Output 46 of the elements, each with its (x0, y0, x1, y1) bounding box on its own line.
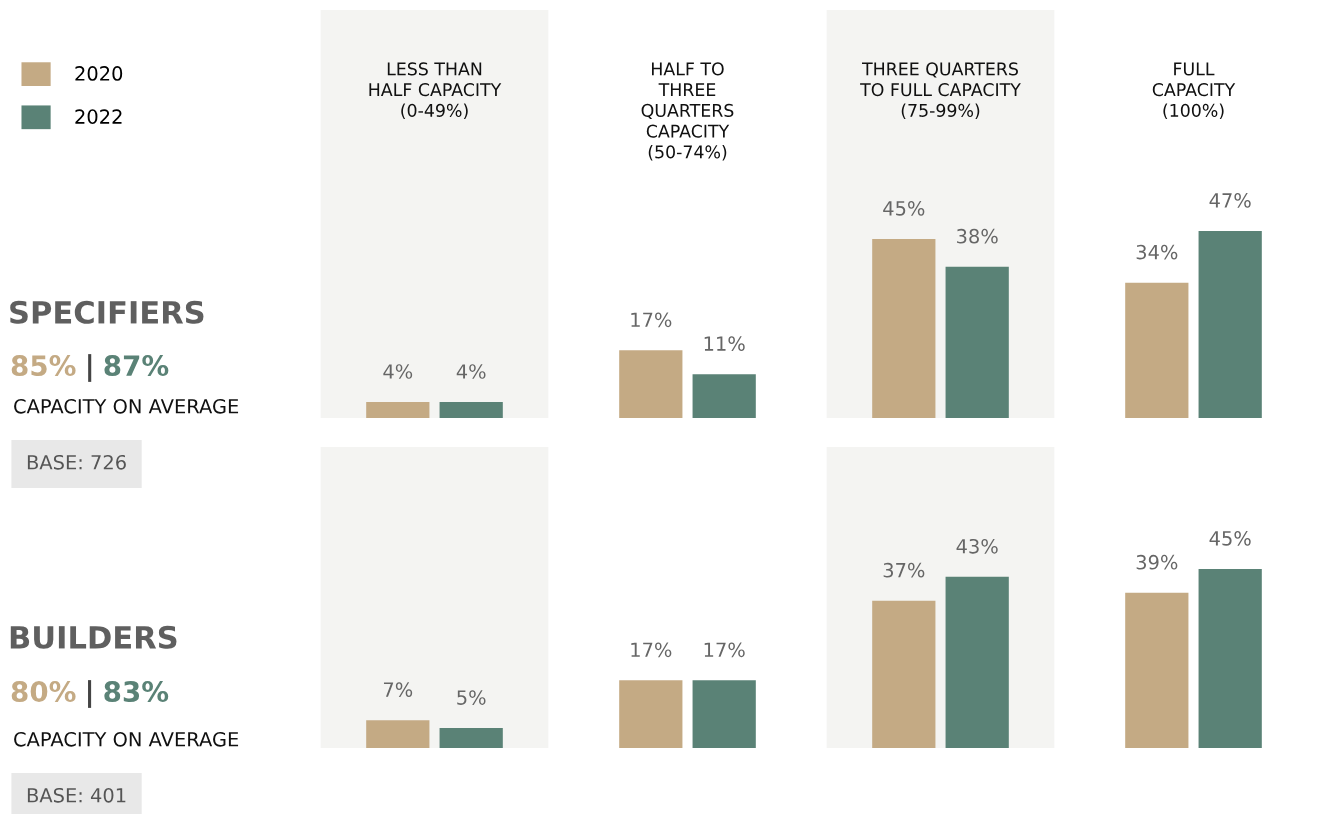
x-tick-label: THREE QUARTERS TO FULL CAPACITY (75-99%) (860, 62, 1021, 119)
text: SPECIFIERS (10, 300, 204, 324)
x-tick-label: HALF TO THREE QUARTERS CAPACITY (50-74%) (641, 62, 734, 161)
data-label: 47% (1209, 193, 1251, 208)
bar (692, 374, 756, 418)
bar (1198, 568, 1262, 748)
bar (872, 600, 936, 748)
bar (619, 350, 683, 418)
text: BASE: 726 (27, 454, 126, 470)
data-label: 34% (1136, 244, 1178, 260)
data-label: 45% (883, 200, 925, 216)
legend-label: 2022 (75, 109, 122, 124)
data-label: 17% (631, 312, 672, 328)
data-label: 38% (957, 228, 998, 244)
x-tick-label: LESS THAN HALF CAPACITY (0-49%) (369, 62, 502, 119)
data-label: 37% (883, 562, 925, 578)
bar (439, 402, 503, 418)
text: BUILDERS (10, 625, 177, 649)
data-label: 11% (704, 336, 745, 352)
bar (945, 576, 1009, 748)
data-label: 4% (456, 364, 486, 379)
bar (1125, 592, 1189, 748)
text: 80% | 83% (11, 680, 169, 708)
text: CAPACITY ON AVERAGE (14, 398, 239, 414)
bar (366, 720, 430, 748)
data-label: 4% (383, 364, 413, 379)
data-label: 45% (1209, 530, 1251, 546)
legend-label: 2020 (75, 66, 123, 81)
data-label: 7% (383, 682, 413, 697)
x-tick-label: FULL CAPACITY (100%) (1152, 62, 1236, 119)
data-label: 5% (457, 690, 486, 705)
bar (872, 238, 936, 418)
text: CAPACITY ON AVERAGE (14, 731, 239, 747)
text: 85% | 87% (11, 354, 169, 382)
data-label: 17% (631, 642, 672, 658)
data-label: 39% (1136, 554, 1178, 570)
bar (439, 728, 503, 748)
bar (366, 402, 430, 418)
bar (945, 266, 1009, 418)
data-label: 43% (956, 538, 998, 554)
bar (619, 680, 683, 748)
bar (1125, 282, 1189, 418)
bar (1198, 230, 1262, 418)
text: BASE: 401 (27, 787, 126, 803)
data-label: 17% (704, 642, 745, 658)
bar (692, 680, 756, 748)
